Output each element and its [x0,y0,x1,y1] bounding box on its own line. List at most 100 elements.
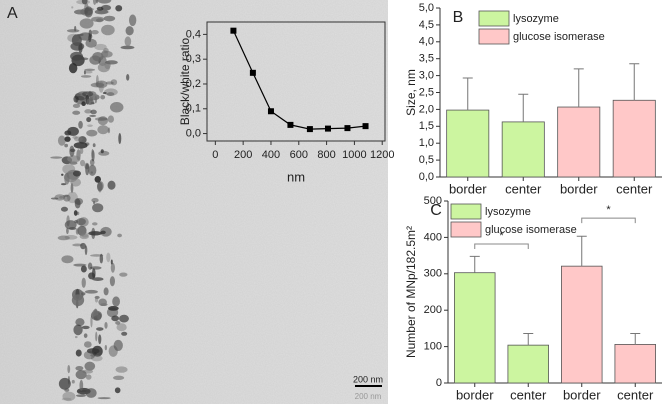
particle [73,210,78,216]
particle [106,252,111,263]
particle [75,369,87,380]
error-bar [518,93,529,122]
particle [67,364,71,374]
y-tick-label: 100 [424,341,442,353]
particle [62,164,76,175]
particle [74,335,78,339]
particle [117,233,122,238]
particle [126,74,130,81]
scale-bar-label-faint: 200 nm [355,392,382,401]
particle [74,197,84,205]
particle [80,57,89,61]
particle [79,379,84,391]
y-tick-label: 1,5 [419,120,434,132]
particle [105,60,118,65]
particle [68,62,78,74]
particle [66,227,69,235]
particle [84,68,96,71]
particle [73,324,83,336]
particle [64,235,78,240]
particle [92,309,99,318]
particle [112,296,120,307]
x-tick-label: border [563,387,601,402]
particle [79,18,94,29]
particle [60,206,68,212]
particle [89,266,102,270]
y-tick-label: 0,4 [186,28,201,40]
y-tick-label: 2,0 [419,103,434,115]
particle [119,272,128,277]
particle [119,314,129,323]
particle [72,103,81,109]
particle [78,217,89,227]
particle [96,327,104,331]
particle [103,15,116,22]
error-bar [573,68,584,108]
particle [104,344,107,351]
particle [79,147,84,155]
particle [59,195,64,199]
particle [75,228,79,235]
particle [84,109,92,114]
particle [64,172,70,185]
particle [97,116,109,126]
y-tick-label: 0,0 [186,127,201,139]
panel-label: A [7,5,18,22]
particle [84,245,88,256]
particle [98,81,104,93]
particle [103,287,109,296]
bar [454,272,496,384]
particle [89,114,97,117]
particle [97,62,110,73]
x-tick-label: border [560,181,598,196]
particle [57,235,70,241]
plot-frame [206,21,386,142]
particle [76,0,91,5]
y-tick-label: 2,5 [419,86,434,98]
particle [97,315,101,320]
particle [72,110,81,115]
particle [64,136,71,142]
particle [104,321,108,329]
particle [97,181,104,191]
error-bar [576,235,587,267]
particle [120,45,135,50]
x-tick-label: 800 [317,149,335,161]
bar [501,121,545,178]
y-axis-label: Size, nm [404,69,418,116]
particle [72,135,78,139]
particle [100,94,106,100]
particle [80,242,86,250]
particle [92,277,104,281]
particle [100,4,112,11]
data-point [249,69,256,76]
y-tick-label: 3,5 [419,53,434,65]
y-tick-label: 1,0 [419,137,434,149]
particle [61,173,64,176]
particle [75,365,84,371]
particle [87,262,93,270]
particle [77,225,87,236]
particle [94,296,99,303]
particle [50,156,63,159]
data-point [324,125,331,132]
particle [91,149,95,162]
particle [85,163,90,176]
particle [90,355,103,362]
particle [61,397,72,401]
particle [97,125,109,135]
scale-bar-label: 200 nm [353,374,383,384]
particle [92,0,97,6]
y-tick-label: 0,2 [186,78,201,90]
particle [85,38,97,48]
particle [109,276,115,287]
particle [83,350,96,360]
particle [73,142,88,149]
particle [72,243,83,247]
significance-label: * [499,230,504,242]
particle [94,117,108,121]
particle [105,81,114,85]
particle [98,334,102,345]
y-tick-label: 400 [424,231,442,243]
error-bar [469,255,480,273]
